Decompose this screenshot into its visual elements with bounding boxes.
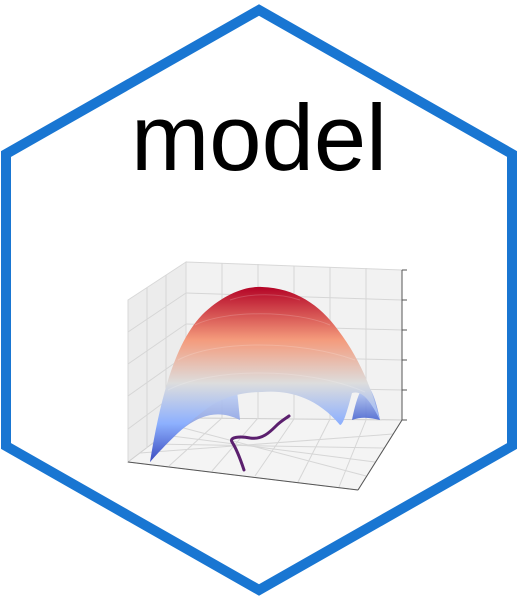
plot-axes (127, 269, 407, 491)
surface-dome (150, 286, 380, 462)
surface-underside-right (352, 386, 380, 420)
surface-mesh (167, 294, 366, 393)
3d-surface-plot-icon (126, 261, 407, 491)
logo-title: model (131, 85, 387, 190)
hex-border (1, 4, 517, 596)
trajectory-curve (230, 414, 291, 472)
surface-underside (150, 386, 240, 462)
